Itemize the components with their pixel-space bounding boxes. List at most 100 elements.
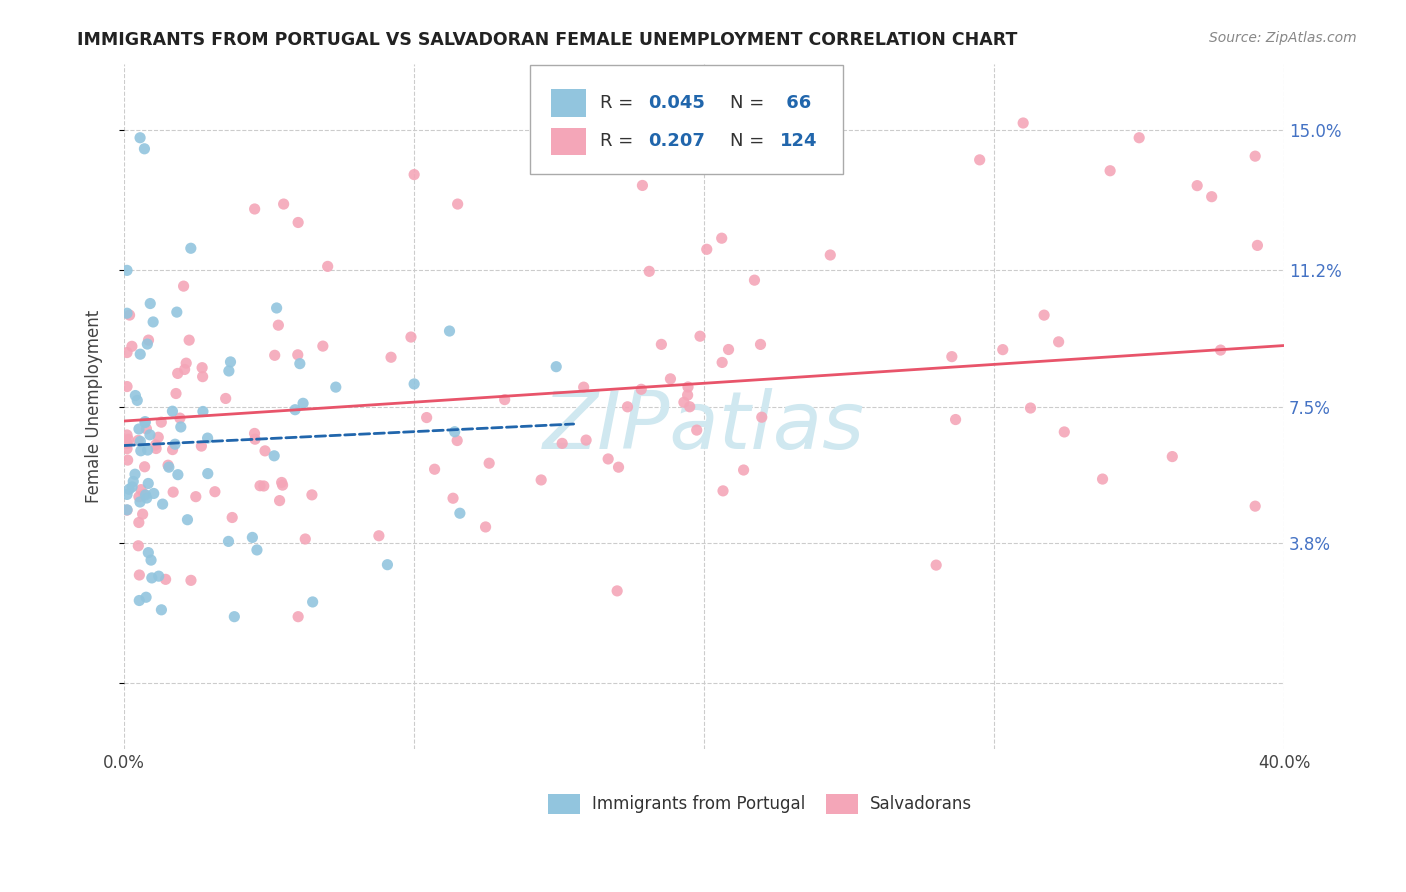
Point: [659, 372, 682, 386]
Point: [1019, 401, 1042, 415]
Point: [124, 388, 146, 402]
Text: R =: R =: [600, 95, 638, 112]
Point: [142, 486, 165, 500]
Point: [129, 434, 152, 449]
Point: [134, 488, 156, 502]
Point: [446, 434, 468, 448]
Point: [733, 463, 755, 477]
Point: [115, 263, 138, 277]
Point: [115, 306, 138, 320]
FancyBboxPatch shape: [530, 65, 844, 174]
Point: [115, 428, 138, 442]
Point: [138, 546, 160, 560]
Point: [134, 416, 156, 430]
Point: [284, 402, 307, 417]
Point: [180, 241, 202, 255]
Text: Immigrants from Portugal: Immigrants from Portugal: [592, 795, 804, 814]
Point: [128, 422, 150, 436]
FancyBboxPatch shape: [551, 89, 586, 117]
Point: [129, 130, 152, 145]
Point: [269, 493, 291, 508]
Point: [273, 197, 295, 211]
Point: [179, 333, 201, 347]
Text: IMMIGRANTS FROM PORTUGAL VS SALVADORAN FEMALE UNEMPLOYMENT CORRELATION CHART: IMMIGRANTS FROM PORTUGAL VS SALVADORAN F…: [77, 31, 1018, 49]
Point: [270, 475, 292, 490]
Point: [134, 459, 156, 474]
Point: [136, 337, 159, 351]
Point: [139, 427, 162, 442]
Point: [128, 568, 150, 582]
Point: [474, 520, 496, 534]
Point: [150, 415, 173, 429]
Point: [115, 503, 138, 517]
Point: [166, 305, 188, 319]
Point: [969, 153, 991, 167]
Point: [710, 231, 733, 245]
Point: [243, 202, 266, 216]
Point: [925, 558, 948, 573]
Point: [253, 443, 276, 458]
FancyBboxPatch shape: [825, 794, 859, 814]
Point: [240, 530, 263, 544]
Point: [253, 479, 276, 493]
Point: [191, 360, 214, 375]
Point: [157, 460, 180, 475]
Point: [128, 593, 150, 607]
Point: [301, 488, 323, 502]
Point: [287, 609, 309, 624]
FancyBboxPatch shape: [551, 128, 586, 155]
Point: [204, 484, 226, 499]
Point: [115, 487, 138, 501]
Point: [1244, 149, 1267, 163]
Point: [136, 476, 159, 491]
Point: [115, 345, 138, 359]
Point: [134, 487, 156, 501]
Point: [672, 395, 695, 409]
Text: 66: 66: [779, 95, 811, 112]
Point: [991, 343, 1014, 357]
Point: [122, 475, 145, 489]
Point: [173, 279, 195, 293]
Point: [443, 425, 465, 439]
Point: [249, 479, 271, 493]
Point: [218, 534, 240, 549]
Point: [118, 483, 141, 497]
Point: [676, 388, 699, 402]
Point: [1244, 499, 1267, 513]
Point: [751, 410, 773, 425]
Point: [292, 396, 315, 410]
Point: [145, 438, 167, 452]
Point: [616, 400, 638, 414]
Point: [439, 324, 461, 338]
Point: [135, 591, 157, 605]
Point: [598, 452, 620, 467]
Y-axis label: Female Unemployment: Female Unemployment: [86, 310, 103, 503]
Point: [325, 380, 347, 394]
Point: [136, 443, 159, 458]
Point: [301, 595, 323, 609]
Point: [607, 460, 630, 475]
Point: [1201, 190, 1223, 204]
Point: [148, 430, 170, 444]
Point: [174, 356, 197, 370]
Text: Salvadorans: Salvadorans: [870, 795, 972, 814]
Text: 0.045: 0.045: [648, 95, 706, 112]
Point: [263, 348, 285, 362]
Point: [711, 355, 734, 369]
Point: [367, 529, 389, 543]
Point: [676, 380, 699, 394]
Point: [134, 415, 156, 429]
Point: [1161, 450, 1184, 464]
Point: [294, 532, 316, 546]
Point: [152, 497, 174, 511]
Point: [441, 491, 464, 506]
Point: [180, 574, 202, 588]
Point: [312, 339, 335, 353]
Point: [173, 362, 195, 376]
Point: [191, 404, 214, 418]
Point: [115, 503, 138, 517]
Point: [689, 329, 711, 343]
Point: [124, 467, 146, 482]
Point: [1047, 334, 1070, 349]
Point: [135, 491, 157, 505]
